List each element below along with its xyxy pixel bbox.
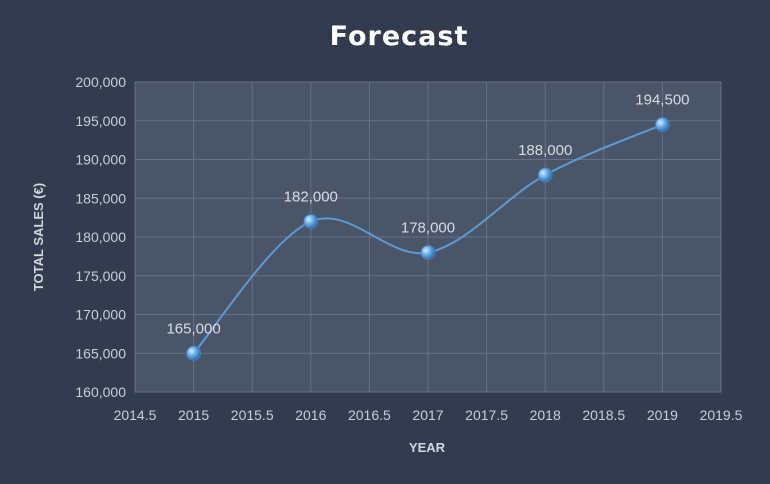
y-tick-label: 165,000 (75, 345, 126, 361)
data-labels: 165,000 182,000 178,000 188,000 194,500 (166, 92, 689, 338)
data-label: 194,500 (635, 92, 689, 109)
x-tick-label: 2016.5 (348, 407, 391, 423)
series-markers (186, 117, 670, 361)
x-tick-label: 2014.5 (114, 407, 157, 423)
x-tick-label: 2015 (178, 407, 209, 423)
x-tick-label: 2018 (530, 407, 561, 423)
x-tick-label: 2017.5 (465, 407, 508, 423)
data-point (303, 214, 319, 229)
data-label: 165,000 (166, 320, 220, 337)
x-axis-label: YEAR (409, 440, 446, 455)
data-point (186, 345, 202, 361)
data-label: 178,000 (401, 220, 455, 237)
gridlines (134, 81, 722, 393)
y-tick-label: 180,000 (75, 229, 126, 245)
x-tick-label: 2018.5 (582, 407, 625, 423)
y-tick-label: 185,000 (75, 190, 126, 206)
data-point (654, 117, 670, 133)
y-tick-label: 170,000 (75, 307, 126, 323)
data-label: 182,000 (284, 189, 338, 206)
y-tick-label: 175,000 (75, 268, 126, 284)
data-label: 188,000 (518, 142, 572, 159)
x-axis-ticks: 2014.5 2015 2015.5 2016 2016.5 2017 2017.5 2018… (114, 407, 743, 423)
x-tick-label: 2019.5 (700, 407, 743, 423)
y-tick-label: 160,000 (75, 384, 126, 400)
y-axis-label: TOTAL SALES (€) (31, 183, 46, 291)
y-tick-label: 200,000 (75, 74, 126, 90)
data-point (537, 167, 553, 183)
y-axis-ticks: 160,000 165,000 170,000 175,000 180,000 185,0… (75, 74, 126, 400)
x-tick-label: 2019 (647, 407, 678, 423)
y-tick-label: 190,000 (75, 152, 126, 168)
data-point (420, 245, 436, 260)
chart-title: Forecast (330, 21, 469, 52)
y-tick-label: 195,000 (75, 113, 126, 129)
x-tick-label: 2015.5 (231, 407, 274, 423)
x-tick-label: 2017 (412, 407, 443, 423)
x-tick-label: 2016 (295, 407, 326, 423)
